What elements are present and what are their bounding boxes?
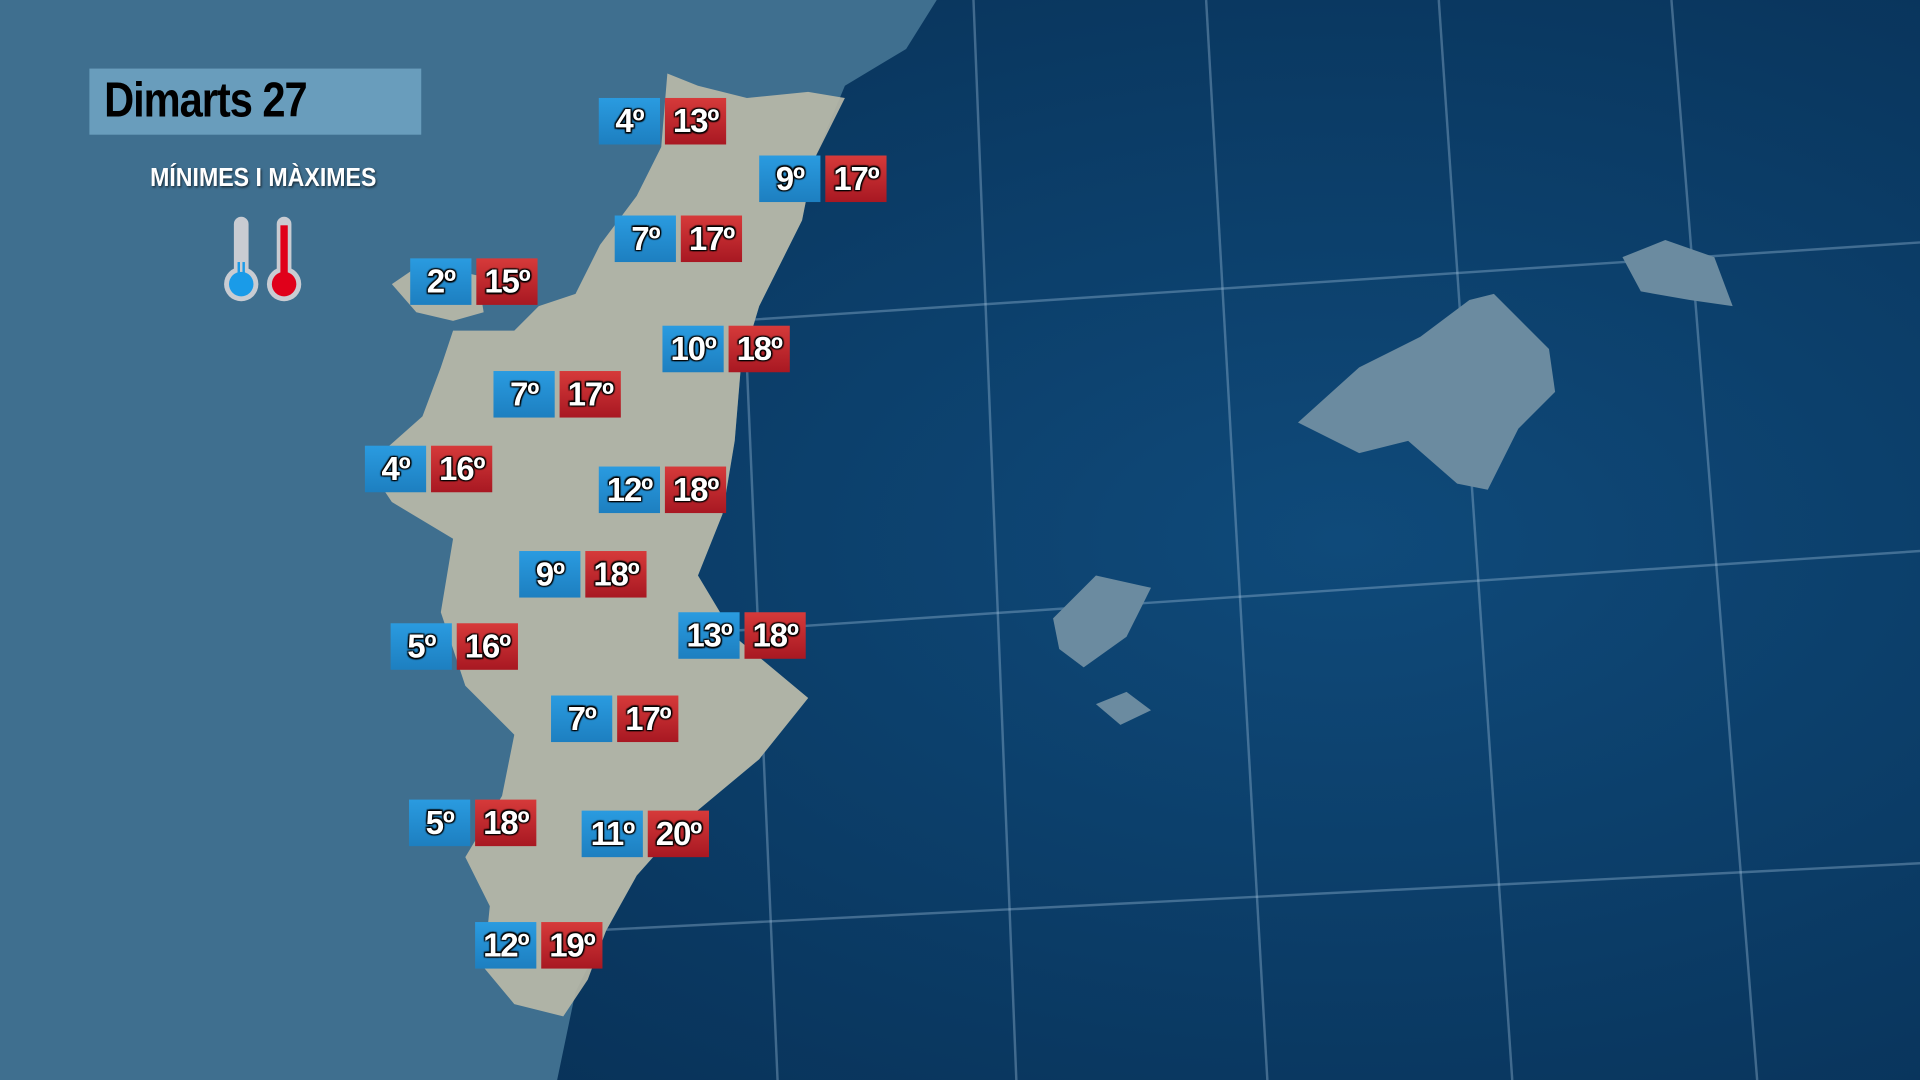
- min-temperature: 12º: [475, 922, 537, 969]
- thermometer-cold-icon: [224, 216, 259, 302]
- valencia-region: [367, 73, 845, 1017]
- date-title: Dimarts 27: [104, 73, 308, 128]
- max-temperature: 18º: [664, 466, 727, 514]
- max-temperature: 18º: [585, 551, 647, 598]
- min-temperature: 4º: [364, 445, 427, 493]
- menorca: [1622, 240, 1733, 307]
- min-temperature: 5º: [408, 799, 471, 847]
- min-temperature: 9º: [759, 155, 821, 203]
- min-temperature: 12º: [598, 466, 661, 514]
- max-temperature: 15º: [476, 258, 538, 305]
- max-temperature: 18º: [728, 325, 790, 373]
- max-temperature: 17º: [825, 155, 887, 203]
- max-temperature: 18º: [744, 612, 806, 659]
- min-temperature: 13º: [678, 612, 740, 659]
- graticule: [587, 0, 1920, 1080]
- min-temperature: 11º: [581, 810, 643, 858]
- min-temperature: 4º: [598, 97, 661, 145]
- max-temperature: 16º: [431, 445, 493, 493]
- ibiza: [1053, 575, 1152, 668]
- max-temperature: 18º: [475, 799, 537, 847]
- max-temperature: 16º: [456, 623, 518, 670]
- max-temperature: 17º: [680, 215, 743, 263]
- min-temperature: 5º: [390, 623, 452, 670]
- legend-subtitle: MÍNIMES I MÀXIMES: [150, 164, 377, 193]
- max-temperature: 17º: [559, 371, 621, 418]
- date-title-box: Dimarts 27: [89, 68, 422, 135]
- max-temperature: 13º: [664, 97, 727, 145]
- min-temperature: 7º: [551, 695, 613, 743]
- mallorca: [1297, 293, 1556, 490]
- min-temperature: 7º: [493, 371, 555, 418]
- max-temperature: 17º: [617, 695, 679, 743]
- max-temperature: 19º: [541, 922, 603, 969]
- min-temperature: 2º: [410, 258, 472, 305]
- thermometer-hot-icon: [266, 216, 302, 302]
- max-temperature: 20º: [647, 810, 709, 858]
- min-temperature: 10º: [662, 325, 724, 373]
- formentera: [1095, 691, 1152, 725]
- min-temperature: 7º: [614, 215, 676, 263]
- min-temperature: 9º: [519, 551, 581, 598]
